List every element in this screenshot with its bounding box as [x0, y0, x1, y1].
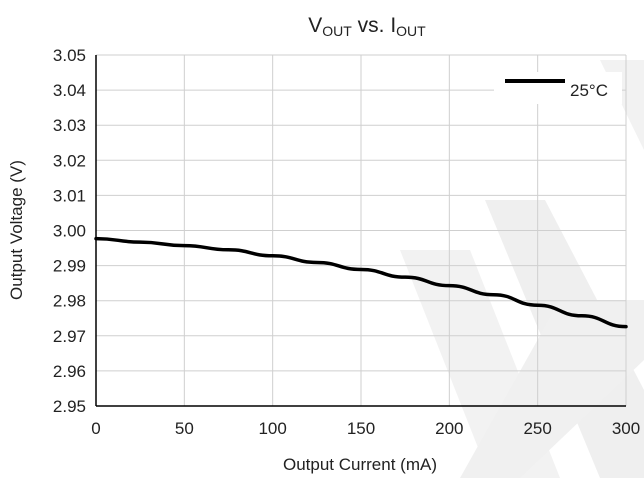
y-tick-label: 3.04 — [53, 81, 86, 100]
y-tick-label: 3.02 — [53, 151, 86, 170]
x-tick-label: 150 — [347, 419, 375, 438]
x-axis-title: Output Current (mA) — [283, 455, 437, 474]
y-tick-label: 2.98 — [53, 292, 86, 311]
y-tick-label: 3.01 — [53, 186, 86, 205]
x-tick-label: 300 — [612, 419, 640, 438]
y-axis-ticks: 2.95 2.96 2.97 2.98 2.99 3.00 3.01 3.02 3.03 3.04… — [53, 46, 86, 416]
y-tick-label: 2.95 — [53, 397, 86, 416]
chart-title: VOUT vs. IOUT — [308, 14, 426, 39]
series-line-25c — [94, 236, 628, 329]
title-sub2: OUT — [396, 23, 426, 39]
x-axis-ticks: 0 50 100 150 200 250 300 — [91, 419, 640, 438]
x-tick-label: 250 — [523, 419, 551, 438]
y-tick-label: 3.03 — [53, 116, 86, 135]
x-tick-label: 0 — [91, 419, 100, 438]
y-axis-title: Output Voltage (V) — [7, 160, 26, 300]
series-lines — [94, 236, 628, 329]
x-tick-label: 200 — [435, 419, 463, 438]
watermark-logo — [400, 60, 644, 478]
legend-background — [494, 72, 622, 104]
y-tick-label: 2.96 — [53, 362, 86, 381]
title-main: V — [308, 14, 322, 37]
title-sub1: OUT — [322, 23, 352, 39]
plot-frame — [95, 55, 626, 407]
y-tick-label: 2.97 — [53, 327, 86, 346]
grid-lines — [96, 54, 627, 406]
legend-label: 25°C — [570, 81, 608, 100]
y-tick-label: 2.99 — [53, 257, 86, 276]
legend: 25°C — [494, 72, 622, 104]
y-tick-label: 3.00 — [53, 222, 86, 241]
title-mid: vs. I — [352, 14, 396, 37]
y-tick-label: 3.05 — [53, 46, 86, 65]
x-tick-label: 50 — [175, 419, 194, 438]
x-tick-label: 100 — [258, 419, 286, 438]
